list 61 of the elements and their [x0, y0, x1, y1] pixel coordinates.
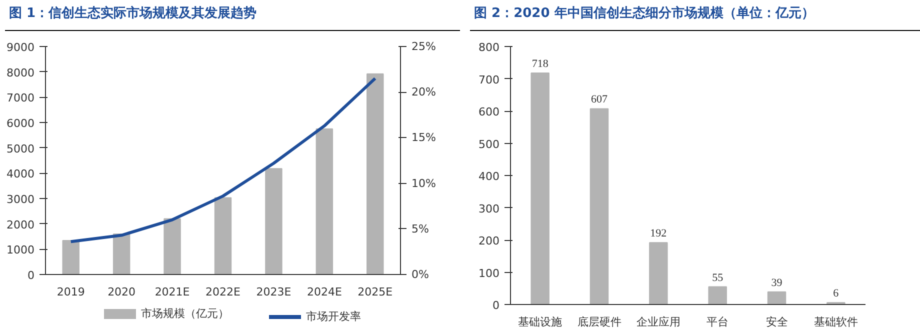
data-label: 39	[771, 276, 783, 289]
bar	[214, 197, 232, 274]
y2-tick-label: 20%	[412, 86, 436, 99]
x-tick-label: 平台	[706, 316, 729, 328]
bar	[366, 73, 384, 274]
y-tick-label: 9000	[6, 41, 35, 54]
y-tick-label: 100	[478, 266, 500, 280]
x-tick-label: 2022E	[206, 286, 241, 298]
bar	[767, 291, 786, 304]
x-tick-label: 2023E	[256, 286, 292, 298]
y-tick-label: 400	[478, 170, 500, 183]
bar	[590, 108, 609, 304]
y2-tick-label: 5%	[412, 222, 429, 236]
x-tick-label: 2021E	[154, 286, 190, 298]
x-tick-label: 2025E	[358, 286, 393, 298]
y-tick-label: 8000	[6, 66, 35, 80]
legend-label: 市场开发率	[305, 309, 361, 325]
data-label: 607	[591, 94, 608, 106]
x-tick-label: 企业应用	[636, 316, 680, 328]
y2-tick-label: 0%	[412, 268, 429, 281]
y-tick-label: 5000	[6, 142, 35, 156]
y-tick-label: 3000	[6, 193, 35, 206]
y2-tick-label: 15%	[412, 131, 436, 144]
chart-title: 图 1：信创生态实际市场规模及其发展趋势	[9, 5, 257, 23]
x-tick-label: 底层硬件	[577, 316, 622, 328]
y-tick-label: 0	[28, 269, 34, 282]
bar	[649, 242, 668, 304]
x-tick-label: 安全	[766, 316, 788, 328]
y-tick-label: 7000	[6, 92, 35, 105]
data-label: 718	[532, 58, 549, 70]
bar	[708, 286, 727, 304]
y-tick-label: 4000	[6, 168, 35, 181]
line-series	[69, 76, 377, 244]
bar	[530, 72, 550, 304]
y-tick-label: 300	[478, 202, 500, 216]
bar	[265, 168, 282, 274]
bar	[112, 233, 130, 274]
y-tick-label: 0	[492, 299, 500, 312]
y2-tick-label: 25%	[412, 40, 436, 53]
chart-title: 图 2：2020 年中国信创生态细分市场规模（单位：亿元）	[474, 5, 814, 23]
y-tick-label: 800	[478, 41, 500, 54]
x-tick-label: 基础设施	[518, 316, 562, 328]
y-tick-label: 6000	[6, 117, 35, 130]
data-label: 192	[650, 228, 667, 240]
legend-label: 市场规模（亿元）	[140, 306, 229, 322]
y2-tick-label: 10%	[412, 176, 436, 190]
bar	[316, 128, 334, 274]
y-tick-label: 200	[478, 234, 500, 248]
x-tick-label: 2020	[108, 286, 136, 298]
bar	[62, 240, 80, 274]
bar	[164, 218, 181, 274]
y-tick-label: 500	[478, 138, 500, 151]
data-label: 6	[833, 288, 840, 300]
y-tick-label: 1000	[6, 244, 35, 257]
y-tick-label: 2000	[6, 218, 35, 232]
data-label: 55	[712, 272, 724, 284]
x-tick-label: 基础软件	[814, 316, 858, 328]
y-tick-label: 600	[478, 106, 500, 118]
x-tick-label: 2024E	[306, 286, 342, 298]
y-tick-label: 700	[478, 73, 500, 86]
x-tick-label: 2019	[56, 286, 85, 298]
